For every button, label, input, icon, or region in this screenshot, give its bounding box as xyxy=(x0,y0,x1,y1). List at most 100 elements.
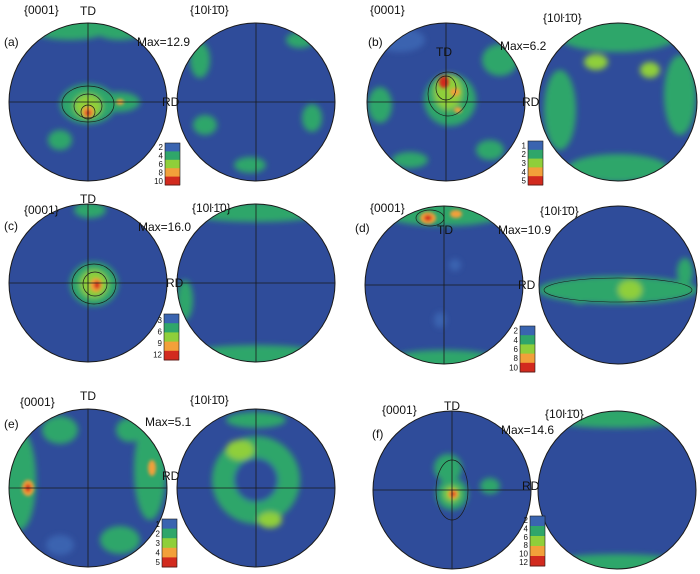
pole-figure-1010-d xyxy=(538,205,698,365)
max-label-a: Max=12.9 xyxy=(137,35,190,49)
max-label-b: Max=6.2 xyxy=(500,39,547,53)
rd-label-c: RD xyxy=(166,276,184,290)
scale-tick-label: 10 xyxy=(154,177,163,186)
panel-label-e: (e) xyxy=(4,417,19,431)
scale-tick-label: 6 xyxy=(158,327,163,336)
scale-tick-label: 4 xyxy=(156,549,161,558)
scale-swatch xyxy=(530,536,545,547)
rd-label-e: RD xyxy=(162,469,180,483)
scale-tick-label: 2 xyxy=(156,529,161,538)
scale-swatch xyxy=(165,143,180,152)
scale-swatch xyxy=(528,158,543,168)
scale-swatch xyxy=(520,362,535,373)
scale-tick-label: 6 xyxy=(524,533,529,542)
scale-swatch xyxy=(530,526,545,537)
scale-tick-label: 6 xyxy=(514,345,519,354)
scale-tick-label: 12 xyxy=(153,350,162,359)
panel-f: (f) {0001} TD {10ŀ1̄0} Max=14.6 RD xyxy=(372,399,697,570)
scale-swatch xyxy=(164,314,179,324)
scale-tick-label: 10 xyxy=(519,550,528,559)
scale-frame xyxy=(529,515,546,567)
scale-swatch xyxy=(164,350,179,361)
pole-figure-0001-a xyxy=(8,22,168,182)
panel-b: (b) {0001} TD {10ŀ1̄0} Max=6.2 RD xyxy=(366,3,698,182)
pole1-label-e: {0001} xyxy=(20,395,55,409)
scale-tick-label: 8 xyxy=(524,541,529,550)
panel-a: (a) {0001} TD {10ŀ1̄0} Max=12.9 RD xyxy=(4,3,336,182)
pole2-label-e: {10ŀ1̄0} xyxy=(190,393,229,407)
scale-swatch xyxy=(520,326,535,336)
max-label-e: Max=5.1 xyxy=(145,415,192,429)
scale-tick-label: 9 xyxy=(158,339,163,348)
scale-swatch xyxy=(528,149,543,160)
td-label-c: TD xyxy=(80,192,96,206)
scale-swatch xyxy=(528,176,543,186)
scale-tick-label: 8 xyxy=(159,168,164,177)
scale-swatch xyxy=(162,528,177,539)
panel-e: (e) {0001} TD {10ŀ1̄0} Max=5.1 RD xyxy=(4,389,336,568)
td-label-b: TD xyxy=(436,45,452,59)
max-label-f: Max=14.6 xyxy=(501,423,554,437)
rd-label-d: RD xyxy=(518,278,536,292)
scale-tick-label: 1 xyxy=(156,520,161,529)
scale-tick-label: 2 xyxy=(159,143,164,152)
scale-tick-label: 4 xyxy=(159,152,164,161)
pole-figure-0001-c xyxy=(8,203,168,363)
scale-tick-label: 10 xyxy=(509,363,518,372)
pole2-label-a: {10ŀ1̄0} xyxy=(190,3,229,17)
scale-swatch xyxy=(164,341,179,352)
scale-swatch xyxy=(162,538,177,549)
pole2-label-d: {10ŀ1̄0} xyxy=(540,204,579,218)
pole-figure-0001-e xyxy=(8,408,168,568)
scale-swatch xyxy=(165,168,180,178)
scale-tick-label: 1 xyxy=(522,141,527,150)
scale-frame xyxy=(161,518,178,568)
pole1-label-a: {0001} xyxy=(24,3,59,17)
pole-figure-1010-a xyxy=(176,22,336,182)
panel-label-a: (a) xyxy=(4,35,19,49)
scale-tick-label: 2 xyxy=(514,327,519,336)
scale-tick-label: 5 xyxy=(522,177,527,186)
scale-frame xyxy=(519,325,536,373)
max-label-d: Max=10.9 xyxy=(498,223,551,237)
scale-swatch xyxy=(528,141,543,151)
panel-label-b: (b) xyxy=(368,35,383,49)
pole1-label-d: {0001} xyxy=(370,201,405,215)
rd-label-f: RD xyxy=(522,479,540,493)
scale-tick-label: 4 xyxy=(514,336,519,345)
pole-figure-1010-c xyxy=(176,203,336,363)
rd-label-b: RD xyxy=(522,95,540,109)
scale-tick-label: 4 xyxy=(524,525,529,534)
scale-tick-label: 3 xyxy=(156,539,161,548)
scale-swatch xyxy=(520,353,535,364)
pole1-label-c: {0001} xyxy=(24,203,59,217)
scale-swatch xyxy=(520,344,535,355)
scale-swatch xyxy=(164,332,179,343)
scale-swatch xyxy=(530,546,545,557)
pole1-label-f: {0001} xyxy=(382,403,417,417)
pole-figure-0001-f xyxy=(372,410,532,570)
scale-swatch xyxy=(530,516,545,527)
pole2-label-c: {10ŀ1̄0} xyxy=(192,201,231,215)
td-label-e: TD xyxy=(80,389,96,403)
scale-tick-label: 12 xyxy=(519,558,528,567)
scale-tick-label: 2 xyxy=(522,150,527,159)
scale-swatch xyxy=(165,159,180,169)
scale-tick-label: 2 xyxy=(524,516,529,525)
pole2-label-f: {10ŀ1̄0} xyxy=(545,407,584,421)
max-label-c: Max=16.0 xyxy=(138,220,191,234)
scale-swatch xyxy=(165,151,180,161)
scale-swatch xyxy=(164,323,179,333)
scale-swatch xyxy=(530,556,545,567)
pole2-label-b: {10ŀ1̄0} xyxy=(543,11,582,25)
scale-swatch xyxy=(520,335,535,345)
pole-figure-1010-b xyxy=(538,22,698,182)
td-label-d: TD xyxy=(437,223,453,237)
panel-label-c: (c) xyxy=(4,219,18,233)
